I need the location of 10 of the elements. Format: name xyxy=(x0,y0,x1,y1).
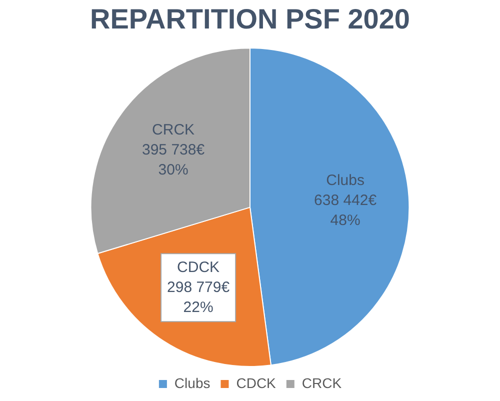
slice-label: CRCK xyxy=(152,122,195,139)
legend-label: Clubs xyxy=(174,374,210,391)
legend-label: CRCK xyxy=(302,374,342,391)
chart-title: REPARTITION PSF 2020 xyxy=(90,4,410,35)
slice-label: Clubs xyxy=(326,172,364,190)
legend-label: CDCK xyxy=(236,374,277,391)
slice-label: CDCK xyxy=(177,258,220,276)
data-label: 298 779€ 22% xyxy=(167,278,230,316)
data-label: 395 738€ 30% xyxy=(142,142,206,179)
data-label: 638 442€ 48% xyxy=(314,192,378,230)
